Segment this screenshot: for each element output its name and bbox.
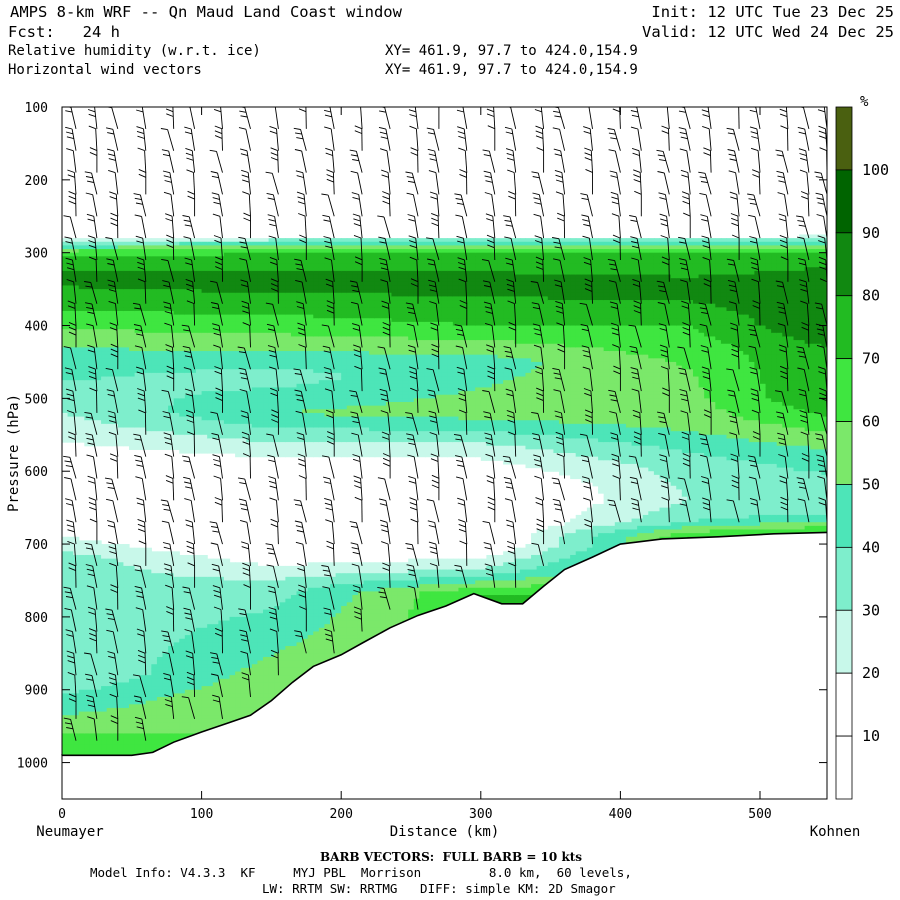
- colorbar-label: 80: [862, 287, 880, 305]
- x-left-endpoint-label: Neumayer: [36, 824, 103, 840]
- colorbar-segment: [835, 169, 853, 234]
- colorbar-label: 10: [862, 727, 880, 745]
- x-axis-label: Distance (km): [390, 824, 500, 840]
- y-tick-label: 900: [25, 684, 48, 699]
- y-axis-label: Pressure (hPa): [6, 394, 22, 512]
- colorbar-segment: [835, 106, 853, 171]
- terrain-surface-line: [61, 531, 828, 757]
- y-tick-label: 1000: [17, 757, 48, 772]
- colorbar-label: 60: [862, 413, 880, 431]
- forecast-hour: Fcst: 24 h: [8, 23, 120, 41]
- valid-time: Valid: 12 UTC Wed 24 Dec 25: [642, 23, 894, 41]
- y-tick-label: 400: [25, 320, 48, 335]
- xy-range-2: XY= 461.9, 97.7 to 424.0,154.9: [385, 61, 638, 79]
- physics-info: LW: RRTM SW: RRTMG DIFF: simple KM: 2D S…: [262, 881, 616, 896]
- colorbar-label: 50: [862, 475, 880, 493]
- colorbar-segment: [835, 358, 853, 422]
- model-info: Model Info: V4.3.3 KF MYJ PBL Morrison 8…: [90, 865, 632, 880]
- terrain-mask: [62, 532, 827, 799]
- field-label-rh: Relative humidity (w.r.t. ice): [8, 42, 261, 60]
- x-tick-label: 100: [190, 807, 213, 822]
- y-tick-label: 500: [25, 392, 48, 407]
- x-right-endpoint-label: Kohnen: [810, 824, 861, 840]
- y-tick-label: 100: [25, 101, 48, 116]
- x-tick-label: 300: [469, 807, 492, 822]
- colorbar-segment: [835, 295, 853, 360]
- colorbar-label: 100: [862, 161, 889, 179]
- y-tick-label: 300: [25, 247, 48, 262]
- colorbar-unit: %: [860, 94, 869, 110]
- colorbar-label: 30: [862, 601, 880, 619]
- init-time: Init: 12 UTC Tue 23 Dec 25: [651, 3, 894, 21]
- colorbar: 10 20 30 40 50 60 70 80 90 100%: [835, 94, 889, 800]
- chart-title: AMPS 8-km WRF -- Qn Maud Land Coast wind…: [10, 3, 402, 21]
- colorbar-segment: [835, 232, 853, 297]
- xy-range-1: XY= 461.9, 97.7 to 424.0,154.9: [385, 42, 638, 60]
- field-label-wind: Horizontal wind vectors: [8, 61, 202, 79]
- y-tick-label: 700: [25, 538, 48, 553]
- colorbar-segment: [835, 484, 853, 548]
- x-tick-label: 0: [58, 807, 66, 822]
- x-tick-label: 400: [609, 807, 632, 822]
- barb-vector-note: BARB VECTORS: FULL BARB = 10 kts: [320, 850, 582, 864]
- colorbar-label: 90: [862, 224, 880, 242]
- colorbar-segment: [835, 672, 853, 737]
- plot-frame: [61, 106, 828, 800]
- wind-barbs: [63, 107, 827, 741]
- colorbar-segment: [835, 735, 853, 800]
- colorbar-label: 20: [862, 664, 880, 682]
- y-tick-label: 200: [25, 174, 48, 189]
- x-tick-label: 500: [748, 807, 771, 822]
- y-tick-label: 600: [25, 465, 48, 480]
- y-tick-label: 800: [25, 611, 48, 626]
- colorbar-segment: [835, 609, 853, 674]
- colorbar-label: 40: [862, 538, 880, 556]
- colorbar-segment: [835, 546, 853, 611]
- colorbar-label: 70: [862, 350, 880, 368]
- colorbar-segment: [835, 421, 853, 485]
- x-tick-label: 200: [329, 807, 352, 822]
